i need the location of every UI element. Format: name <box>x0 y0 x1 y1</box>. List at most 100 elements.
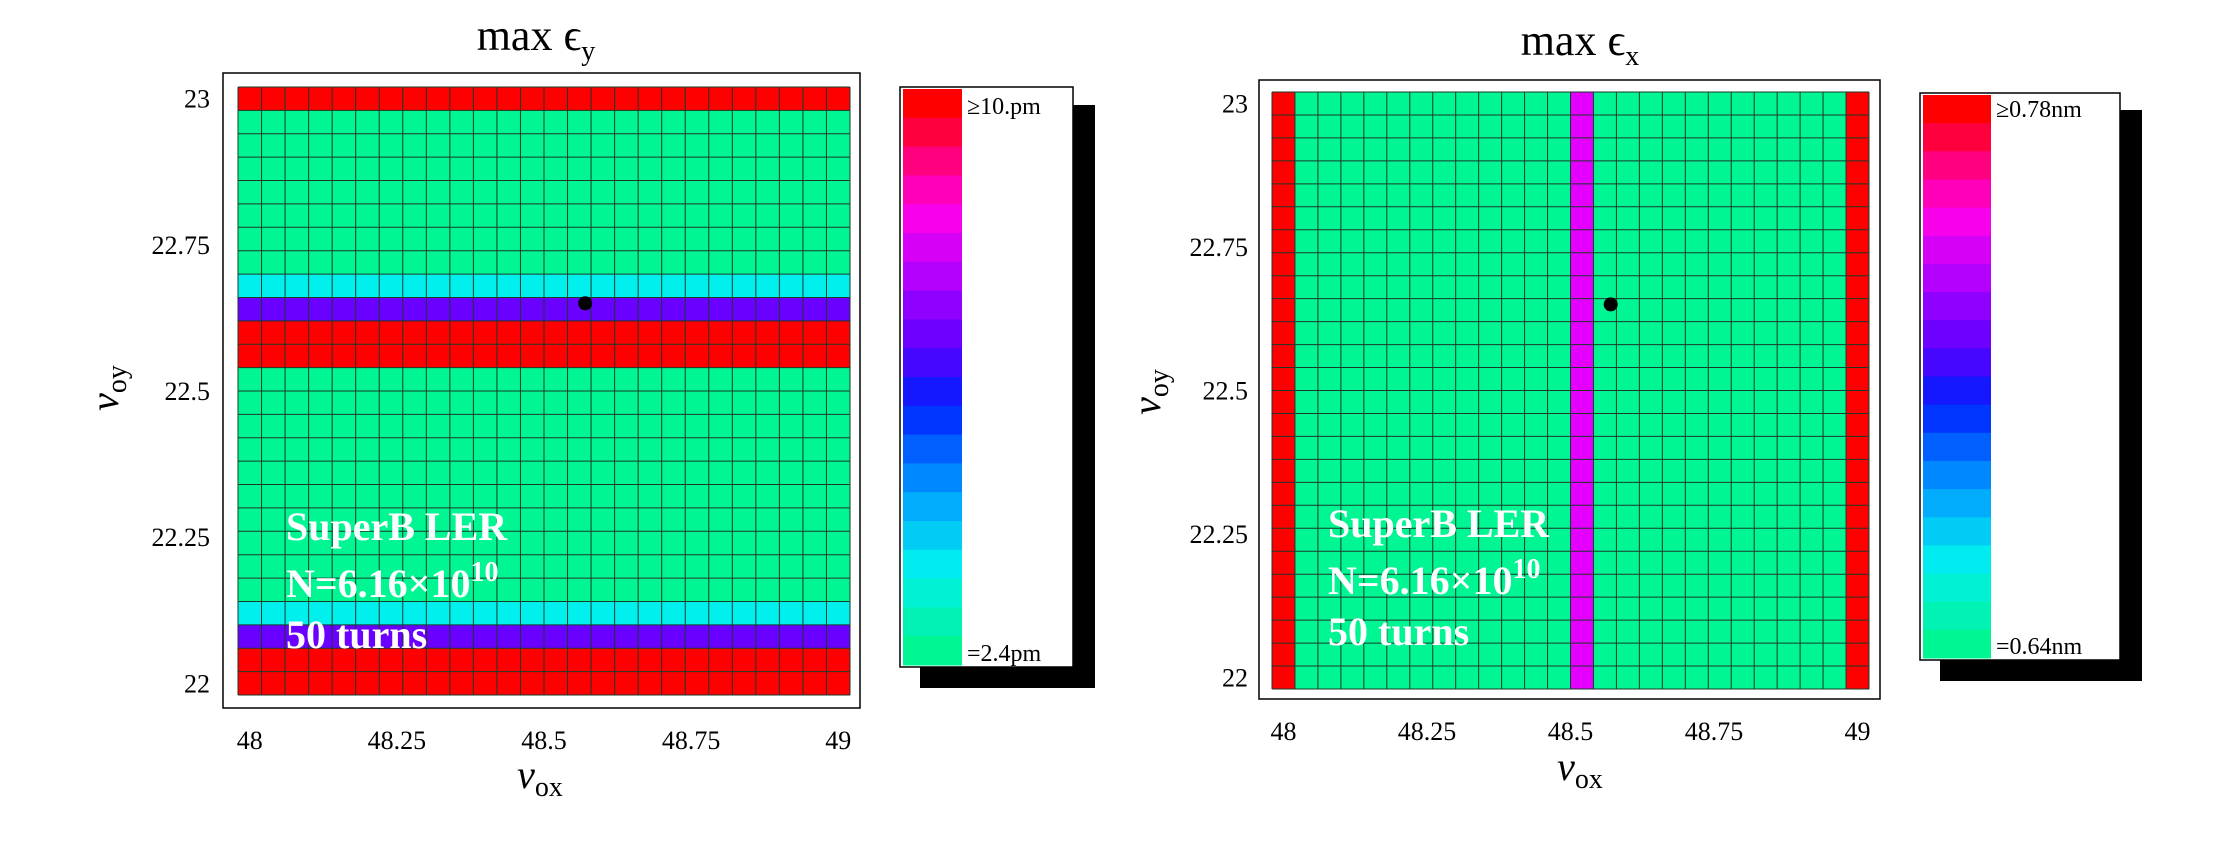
heatmap-cell <box>1846 367 1870 391</box>
heatmap-cell <box>1616 390 1640 414</box>
heatmap-cell <box>1685 92 1709 116</box>
heatmap-cell <box>614 110 639 135</box>
heatmap-cell <box>1524 160 1548 185</box>
heatmap-cell <box>426 437 451 462</box>
heatmap-cell <box>1662 252 1686 276</box>
heatmap-cell <box>1340 574 1365 598</box>
heatmap-cell <box>285 437 309 462</box>
heatmap-cell <box>1685 643 1709 667</box>
heatmap-cell <box>1317 459 1342 483</box>
heatmap-cell <box>567 461 592 485</box>
heatmap-cell <box>1593 344 1617 368</box>
heatmap-cell <box>1593 229 1617 254</box>
heatmap-cell <box>1593 528 1617 552</box>
heatmap-cell <box>1685 666 1709 690</box>
heatmap-cell <box>1593 482 1617 506</box>
heatmap-cell <box>638 320 662 345</box>
heatmap-cell <box>1272 551 1296 575</box>
heatmap-cell <box>1386 275 1411 299</box>
heatmap-cell <box>802 648 827 672</box>
heatmap-cell <box>308 414 333 439</box>
heatmap-cell <box>1272 505 1296 529</box>
heatmap-cell <box>1846 137 1870 162</box>
heatmap-cell <box>402 180 427 205</box>
heatmap-cell <box>1708 505 1732 529</box>
heatmap-cell <box>1846 344 1870 368</box>
heatmap-cell <box>1754 528 1778 552</box>
heatmap-cell <box>1800 413 1824 437</box>
heatmap-cell <box>1639 528 1663 552</box>
heatmap-cell <box>802 227 827 251</box>
heatmap-cell <box>261 297 286 322</box>
heatmap-cell <box>614 437 639 462</box>
annotation-machine-right: SuperB LER <box>1328 501 1550 546</box>
heatmap-cell <box>308 367 333 392</box>
heatmap-cell <box>1593 574 1617 598</box>
heatmap-cell <box>261 227 286 251</box>
y-axis-ticks-left: 22 22.25 22.5 22.75 23 <box>152 85 211 699</box>
heatmap-cell <box>614 320 639 345</box>
heatmap-cell <box>1823 160 1847 185</box>
colorbar-swatch <box>1923 207 1991 237</box>
heatmap-cell <box>755 157 780 181</box>
heatmap-cell <box>732 578 757 602</box>
heatmap-cell <box>261 133 286 158</box>
heatmap-cell <box>496 391 521 415</box>
colorbar-swatch <box>903 377 962 407</box>
heatmap-cell <box>1639 367 1663 391</box>
heatmap-cell <box>779 344 804 368</box>
y-tick-label: 22.75 <box>1190 233 1249 262</box>
heatmap-cell <box>567 227 592 251</box>
colorbar-swatch <box>1923 432 1991 462</box>
colorbar-swatch <box>903 290 962 320</box>
heatmap-cell <box>379 437 404 462</box>
heatmap-cell <box>496 344 521 368</box>
colorbar-swatch <box>1923 460 1991 490</box>
colorbar-swatch <box>1923 263 1991 293</box>
heatmap-cell <box>1501 206 1525 231</box>
heatmap-cell <box>1708 643 1732 667</box>
heatmap-cell <box>1294 643 1319 667</box>
heatmap-cell <box>1524 206 1548 231</box>
heatmap-cell <box>355 367 380 392</box>
heatmap-cell <box>332 624 356 649</box>
heatmap-cell <box>1823 482 1847 506</box>
heatmap-cell <box>1616 92 1640 116</box>
heatmap-cell <box>661 507 686 532</box>
heatmap-cell <box>685 320 710 345</box>
heatmap-cell <box>1662 390 1686 414</box>
heatmap-cell <box>1363 367 1388 391</box>
heatmap-cell <box>1708 92 1732 116</box>
heatmap-cell <box>520 507 545 532</box>
heatmap-cell <box>638 297 662 322</box>
heatmap-cell <box>1294 92 1319 116</box>
heatmap-cell <box>591 157 615 181</box>
heatmap-cell <box>1593 413 1617 437</box>
heatmap-cell <box>708 297 733 322</box>
heatmap-cell <box>1570 505 1594 529</box>
heatmap-cell <box>1317 413 1342 437</box>
heatmap-cell <box>779 274 804 298</box>
heatmap-cell <box>1547 551 1571 575</box>
heatmap-cell <box>1455 252 1479 276</box>
heatmap-cell <box>1272 643 1296 667</box>
heatmap-cell <box>1754 229 1778 254</box>
heatmap-cell <box>544 203 568 228</box>
heatmap-cell <box>1501 505 1525 529</box>
colorbar-swatch <box>903 204 962 234</box>
heatmap-cell <box>1777 252 1801 276</box>
heatmap-cell <box>285 203 309 228</box>
heatmap-cell <box>1662 482 1686 506</box>
heatmap-cell <box>755 601 780 626</box>
heatmap-cell <box>1455 597 1479 621</box>
heatmap-cell <box>238 157 262 181</box>
heatmap-cell <box>708 133 733 158</box>
heatmap-cell <box>638 250 662 275</box>
heatmap-cell <box>661 484 686 509</box>
heatmap-grid-left <box>237 86 851 696</box>
heatmap-cell <box>755 250 780 275</box>
heatmap-cell <box>1409 275 1434 299</box>
heatmap-cell <box>473 554 498 579</box>
heatmap-cell <box>426 648 451 672</box>
heatmap-cell <box>285 601 309 626</box>
